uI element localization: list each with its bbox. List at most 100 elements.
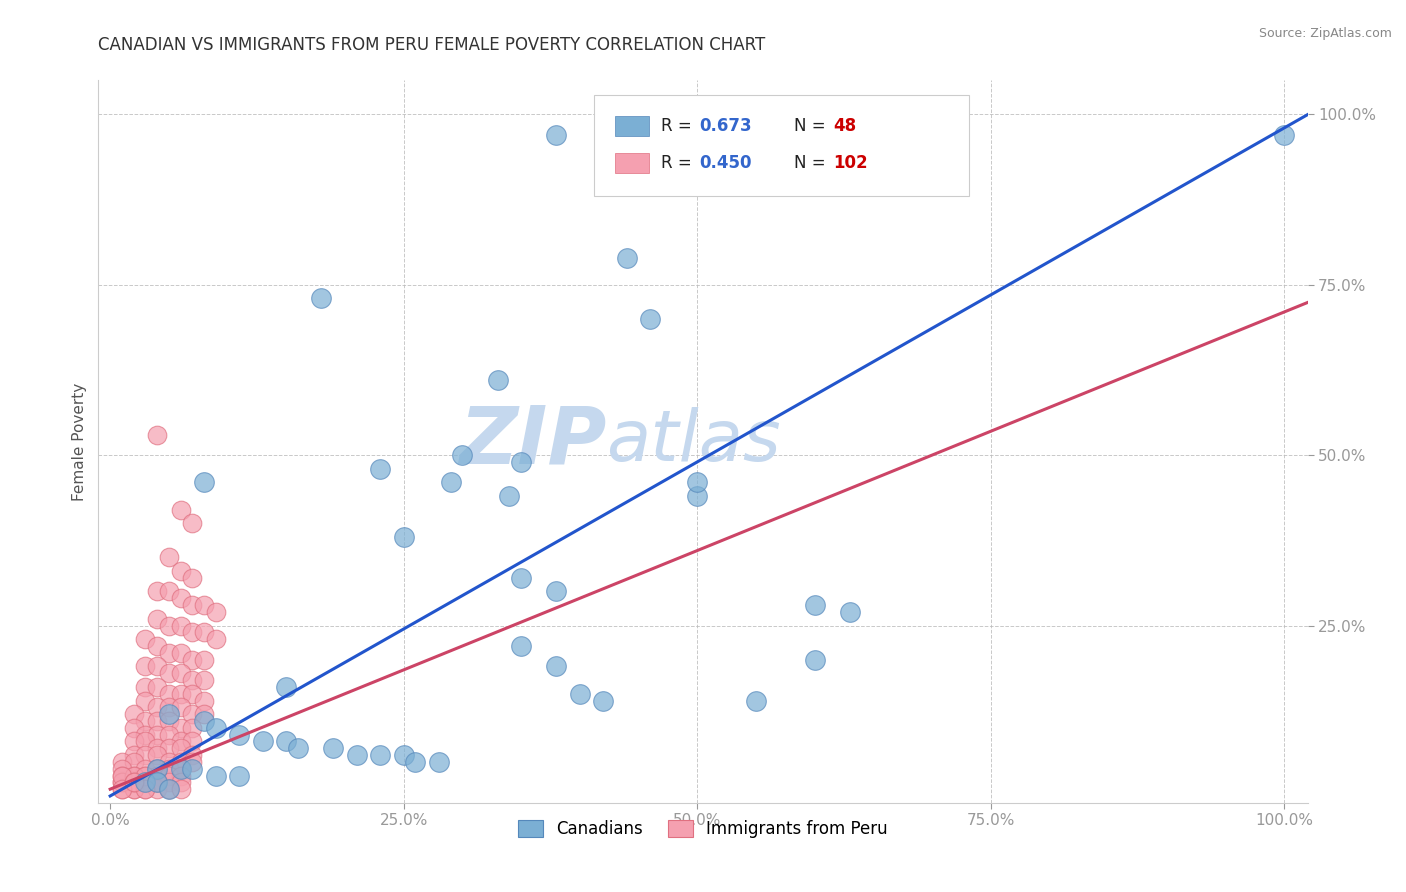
Point	[111, 762, 134, 776]
Point	[193, 693, 215, 707]
Point	[181, 748, 204, 763]
Point	[616, 251, 638, 265]
Point	[546, 584, 568, 599]
Point	[181, 755, 204, 769]
Point	[134, 693, 156, 707]
Text: N =: N =	[793, 154, 831, 172]
Point	[181, 707, 204, 722]
FancyBboxPatch shape	[595, 95, 969, 196]
Point	[111, 775, 134, 789]
Point	[169, 502, 191, 516]
Point	[193, 714, 215, 728]
Point	[157, 550, 180, 565]
Point	[111, 775, 134, 789]
Point	[276, 734, 298, 748]
Point	[368, 462, 391, 476]
Point	[592, 693, 614, 707]
Point	[169, 646, 191, 660]
Point	[122, 768, 145, 782]
Point	[146, 775, 169, 789]
Point	[134, 782, 156, 797]
Point	[157, 618, 180, 632]
FancyBboxPatch shape	[614, 153, 648, 173]
Point	[134, 632, 156, 647]
Point	[169, 700, 191, 714]
Point	[181, 673, 204, 687]
Point	[134, 775, 156, 789]
Point	[146, 775, 169, 789]
Text: 48: 48	[834, 117, 856, 135]
FancyBboxPatch shape	[614, 116, 648, 136]
Point	[157, 755, 180, 769]
Text: N =: N =	[793, 117, 831, 135]
Point	[392, 530, 415, 544]
Point	[193, 653, 215, 667]
Point	[546, 128, 568, 142]
Point	[204, 605, 226, 619]
Point	[204, 768, 226, 782]
Point	[169, 768, 191, 782]
Point	[157, 775, 180, 789]
Point	[181, 571, 204, 585]
Point	[193, 625, 215, 640]
Point	[111, 768, 134, 782]
Point	[134, 734, 156, 748]
Point	[146, 728, 169, 742]
Point	[111, 768, 134, 782]
Point	[169, 734, 191, 748]
Point	[851, 128, 873, 142]
Point	[427, 755, 450, 769]
Point	[169, 755, 191, 769]
Point	[169, 741, 191, 756]
Point	[134, 768, 156, 782]
Point	[322, 741, 344, 756]
Point	[134, 659, 156, 673]
Point	[146, 659, 169, 673]
Point	[169, 618, 191, 632]
Point	[157, 762, 180, 776]
Point	[157, 687, 180, 701]
Point	[228, 768, 250, 782]
Point	[134, 714, 156, 728]
Text: ZIP: ZIP	[458, 402, 606, 481]
Point	[122, 721, 145, 735]
Point	[169, 721, 191, 735]
Point	[146, 714, 169, 728]
Text: 0.450: 0.450	[699, 154, 752, 172]
Point	[134, 748, 156, 763]
Text: 0.673: 0.673	[699, 117, 752, 135]
Point	[157, 707, 180, 722]
Point	[157, 584, 180, 599]
Point	[146, 680, 169, 694]
Point	[181, 721, 204, 735]
Point	[169, 775, 191, 789]
Point	[134, 768, 156, 782]
Point	[451, 448, 474, 462]
Point	[134, 782, 156, 797]
Point	[169, 591, 191, 606]
Point	[193, 707, 215, 722]
Point	[287, 741, 309, 756]
Point	[181, 598, 204, 612]
Point	[134, 680, 156, 694]
Point	[686, 475, 709, 490]
Point	[157, 700, 180, 714]
Point	[276, 680, 298, 694]
Point	[146, 612, 169, 626]
Point	[193, 673, 215, 687]
Point	[346, 748, 368, 763]
Point	[122, 782, 145, 797]
Point	[181, 625, 204, 640]
Point	[146, 782, 169, 797]
Point	[146, 768, 169, 782]
Point	[157, 741, 180, 756]
Point	[311, 292, 333, 306]
Point	[111, 782, 134, 797]
Point	[146, 700, 169, 714]
Point	[122, 734, 145, 748]
Point	[122, 768, 145, 782]
Point	[181, 734, 204, 748]
Text: atlas: atlas	[606, 407, 780, 476]
Point	[181, 762, 204, 776]
Point	[157, 782, 180, 797]
